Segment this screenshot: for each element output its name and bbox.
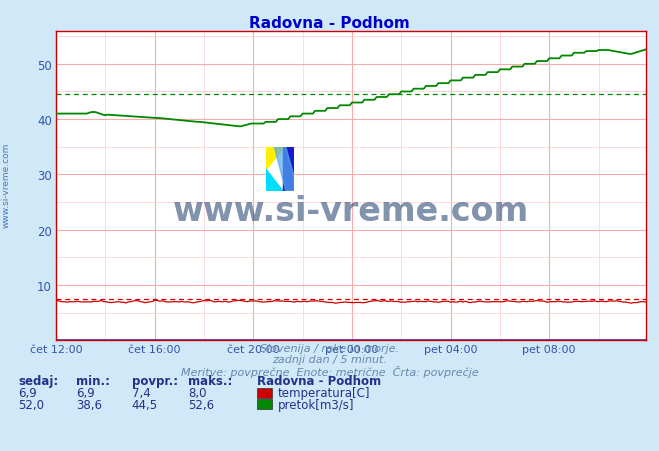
Text: Radovna - Podhom: Radovna - Podhom: [257, 374, 381, 387]
Polygon shape: [266, 170, 283, 192]
Text: Radovna - Podhom: Radovna - Podhom: [249, 16, 410, 31]
FancyBboxPatch shape: [266, 147, 295, 192]
Polygon shape: [283, 147, 295, 192]
Text: 6,9: 6,9: [76, 386, 94, 399]
Text: 52,0: 52,0: [18, 398, 44, 411]
Polygon shape: [266, 147, 283, 170]
Text: maks.:: maks.:: [188, 374, 232, 387]
Text: min.:: min.:: [76, 374, 110, 387]
Text: 6,9: 6,9: [18, 386, 37, 399]
Text: 7,4: 7,4: [132, 386, 150, 399]
Text: Meritve: povprečne  Enote: metrične  Črta: povprečje: Meritve: povprečne Enote: metrične Črta:…: [181, 365, 478, 377]
Text: temperatura[C]: temperatura[C]: [278, 386, 370, 399]
Text: www.si-vreme.com: www.si-vreme.com: [173, 194, 529, 227]
Text: Slovenija / reke in morje.: Slovenija / reke in morje.: [260, 344, 399, 354]
Polygon shape: [274, 147, 295, 192]
Text: zadnji dan / 5 minut.: zadnji dan / 5 minut.: [272, 354, 387, 364]
Text: povpr.:: povpr.:: [132, 374, 178, 387]
Text: 52,6: 52,6: [188, 398, 214, 411]
Text: 8,0: 8,0: [188, 386, 206, 399]
Text: 38,6: 38,6: [76, 398, 101, 411]
Text: 44,5: 44,5: [132, 398, 158, 411]
Text: pretok[m3/s]: pretok[m3/s]: [278, 398, 355, 411]
Text: sedaj:: sedaj:: [18, 374, 59, 387]
Text: www.si-vreme.com: www.si-vreme.com: [2, 143, 11, 227]
